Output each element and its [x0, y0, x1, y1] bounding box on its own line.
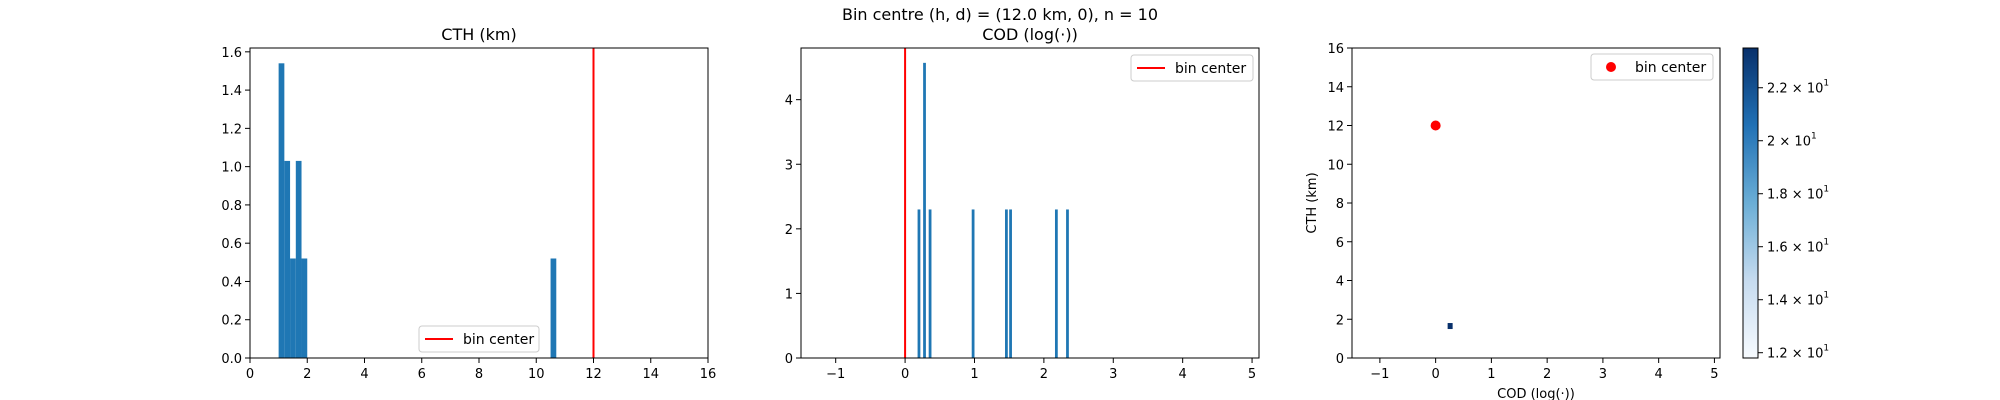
cod-histogram-legend: bin center	[1130, 54, 1254, 82]
cth-histogram-y-ticks: 0.0 0.2 0.4 0.6 0.8 1.0 1.2 1.4 1.6	[221, 46, 250, 367]
joint-heatmap-y-ticks: 0 2 4 6 8 10 12 14 16	[1327, 42, 1352, 367]
p1-y-tick-label: 1.0	[221, 161, 242, 176]
p3-y-tick-label: 8	[1336, 197, 1344, 212]
joint-bin-center-point	[1430, 120, 1441, 131]
colorbar: 1.2 × 101 1.4 × 101 1.6 × 101 1.8 × 101 2 × …	[1742, 47, 1829, 362]
p1-x-tick-label: 8	[475, 367, 483, 382]
p2-histogram-bar	[1066, 209, 1069, 358]
p2-x-tick-label: 4	[1179, 367, 1187, 382]
p1-x-tick-label: 2	[303, 367, 311, 382]
cth-histogram-legend: bin center	[418, 325, 540, 353]
p1-y-tick-label: 1.2	[221, 122, 242, 137]
p2-x-tick-label: −1	[826, 367, 845, 382]
colorbar-ticks: 1.2 × 101 1.4 × 101 1.6 × 101 1.8 × 101 2 × …	[1758, 79, 1829, 362]
colorbar-tick-label: 2.2 × 101	[1767, 79, 1829, 97]
cod-histogram-title: COD (log(·))	[982, 25, 1078, 44]
p3-y-tick-label: 6	[1336, 236, 1344, 251]
p1-histogram-bar	[278, 63, 285, 358]
p1-histogram-bar	[295, 160, 302, 358]
p1-y-tick-label: 1.4	[221, 84, 242, 99]
joint-heatmap-ylabel: CTH (km)	[1305, 172, 1320, 233]
p3-x-tick-label: 1	[1487, 367, 1495, 382]
cth-histogram-title: CTH (km)	[441, 25, 516, 44]
p3-x-tick-label: 0	[1431, 367, 1439, 382]
p3-x-tick-label: 4	[1655, 367, 1663, 382]
cod-histogram-x-ticks: −1 0 1 2 3 4 5	[826, 358, 1256, 382]
colorbar-tick-label: 1.2 × 101	[1767, 344, 1829, 362]
p1-x-tick-label: 12	[585, 367, 602, 382]
p1-x-tick-label: 4	[360, 367, 368, 382]
p3-y-tick-label: 16	[1327, 42, 1344, 57]
p1-x-tick-label: 6	[418, 367, 426, 382]
p2-y-tick-label: 3	[785, 158, 793, 173]
p1-y-tick-label: 0.8	[221, 199, 242, 214]
p2-y-tick-label: 2	[785, 223, 793, 238]
p3-y-tick-label: 10	[1327, 158, 1344, 173]
colorbar-gradient	[1742, 47, 1759, 359]
p2-y-tick-label: 0	[785, 352, 793, 367]
cth-histogram-frame	[249, 47, 709, 359]
p3-y-tick-label: 2	[1336, 313, 1344, 328]
cth-histogram-panel: CTH (km) 0 2 4 6 8 10 12 14 16 0.0 0.2 0.4 0.6 0.8 1.…	[221, 25, 716, 382]
colorbar-tick-label: 1.6 × 101	[1767, 238, 1829, 256]
p2-histogram-bar	[917, 209, 921, 358]
cod-histogram-bars	[917, 62, 1069, 359]
colorbar-tick-label: 1.4 × 101	[1767, 291, 1829, 309]
joint-legend-marker-icon	[1606, 62, 1616, 72]
p3-x-tick-label: 5	[1710, 367, 1718, 382]
cod-histogram-frame	[800, 47, 1260, 359]
colorbar-tick-label: 1.8 × 101	[1767, 185, 1829, 203]
p1-histogram-bar	[284, 160, 291, 358]
p1-x-tick-label: 16	[700, 367, 717, 382]
p1-y-tick-label: 0.2	[221, 314, 242, 329]
cth-histogram-bars	[278, 63, 557, 358]
p1-x-tick-label: 0	[246, 367, 254, 382]
cod-histogram-y-ticks: 0 1 2 3 4	[785, 94, 801, 367]
cod-histogram-panel: COD (log(·)) −1 0 1 2 3 4 5 0 1 2 3 4 bin center	[785, 25, 1260, 382]
p2-x-tick-label: 3	[1109, 367, 1117, 382]
p1-histogram-bar	[550, 258, 557, 358]
colorbar-tick-label: 2 × 101	[1767, 132, 1817, 150]
p2-x-tick-label: 0	[901, 367, 909, 382]
figure-suptitle: Bin centre (h, d) = (12.0 km, 0), n = 10	[842, 5, 1158, 24]
p2-y-tick-label: 1	[785, 287, 793, 302]
p1-y-tick-label: 0.4	[221, 275, 242, 290]
p1-histogram-bar	[301, 258, 308, 358]
p2-histogram-bar	[1054, 209, 1058, 358]
joint-heatmap-xlabel: COD (log(·))	[1497, 387, 1575, 400]
p2-x-tick-label: 1	[970, 367, 978, 382]
p3-x-tick-label: 3	[1599, 367, 1607, 382]
p3-x-tick-label: −1	[1370, 367, 1389, 382]
cod-legend-label: bin center	[1175, 61, 1246, 77]
joint-heatmap-x-ticks: −1 0 1 2 3 4 5	[1370, 358, 1719, 382]
p2-histogram-bar	[1005, 209, 1008, 358]
joint-heatmap-frame	[1351, 47, 1721, 359]
p3-y-tick-label: 14	[1327, 81, 1344, 96]
joint-heatmap-legend: bin center	[1590, 53, 1714, 81]
p2-histogram-bar	[928, 209, 932, 358]
p2-histogram-bar	[923, 62, 926, 359]
p2-histogram-bar	[1009, 209, 1012, 358]
p2-x-tick-label: 5	[1248, 367, 1256, 382]
p3-x-tick-label: 2	[1543, 367, 1551, 382]
p1-y-tick-label: 1.6	[221, 46, 242, 61]
p1-y-tick-label: 0.6	[221, 237, 242, 252]
p3-y-tick-label: 0	[1336, 352, 1344, 367]
joint-legend-label: bin center	[1635, 60, 1706, 76]
joint-heatmap-cell	[1447, 323, 1453, 330]
p2-y-tick-label: 4	[785, 94, 793, 109]
p1-x-tick-label: 10	[528, 367, 545, 382]
p3-y-tick-label: 4	[1336, 275, 1344, 290]
p1-x-tick-label: 14	[642, 367, 659, 382]
cth-histogram-x-ticks: 0 2 4 6 8 10 12 14 16	[246, 358, 716, 382]
p2-histogram-bar	[971, 209, 975, 358]
p2-x-tick-label: 2	[1040, 367, 1048, 382]
p1-y-tick-label: 0.0	[221, 352, 242, 367]
p1-histogram-bar	[290, 258, 296, 358]
cth-legend-label: bin center	[463, 332, 534, 348]
p3-y-tick-label: 12	[1327, 120, 1344, 135]
joint-heatmap-cells	[1447, 323, 1453, 330]
